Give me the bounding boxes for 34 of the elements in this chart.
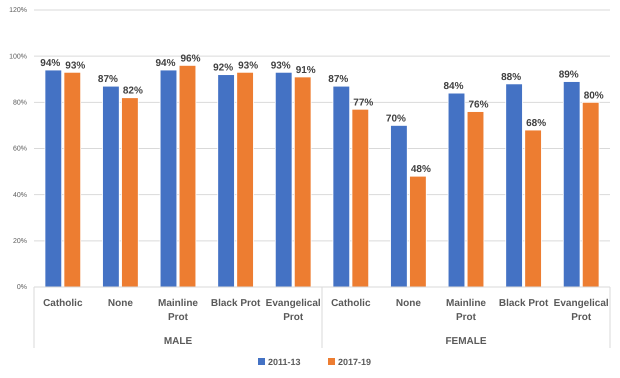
x-tick-label: Black Prot — [498, 298, 549, 309]
data-label: 94% — [155, 58, 176, 70]
x-tick-label: Evangelical Prot — [554, 298, 609, 323]
text: FEMALE — [445, 336, 487, 347]
x-tick-label: Catholic — [331, 298, 371, 309]
legend-label: 2011-13 — [268, 356, 301, 367]
data-label: 91% — [296, 64, 316, 76]
x-tick-label: Evangelical Prot — [266, 298, 321, 323]
data-label: 94% — [40, 58, 60, 70]
data-label: 93% — [270, 60, 291, 72]
x-tick-label: Black Prot — [210, 298, 261, 309]
data-label: 96% — [180, 53, 201, 64]
data-label: 93% — [65, 60, 86, 72]
data-label: 92% — [213, 62, 234, 74]
data-label: 84% — [443, 81, 464, 92]
data-label: 82% — [122, 86, 144, 97]
data-label: 80% — [584, 90, 604, 102]
data-label: 87% — [328, 74, 348, 86]
x-tick-label: None — [108, 298, 134, 309]
x-tick-label: Catholic — [43, 298, 83, 309]
data-label: 89% — [558, 70, 579, 81]
data-label: 68% — [526, 118, 546, 130]
x-tick-label: Mainline Prot — [446, 298, 486, 323]
x-tick-label: None — [396, 298, 422, 309]
data-label: 87% — [98, 74, 118, 86]
data-label: 76% — [468, 100, 489, 111]
data-label: 48% — [410, 164, 432, 176]
x-tick-label: Mainline Prot — [158, 298, 198, 323]
data-label: 77% — [353, 97, 374, 108]
data-label: 88% — [501, 72, 522, 83]
text: MALE — [164, 336, 192, 347]
data-label: 70% — [386, 113, 406, 124]
data-label: 93% — [238, 60, 258, 72]
legend-label: 2017-19 — [338, 356, 372, 367]
